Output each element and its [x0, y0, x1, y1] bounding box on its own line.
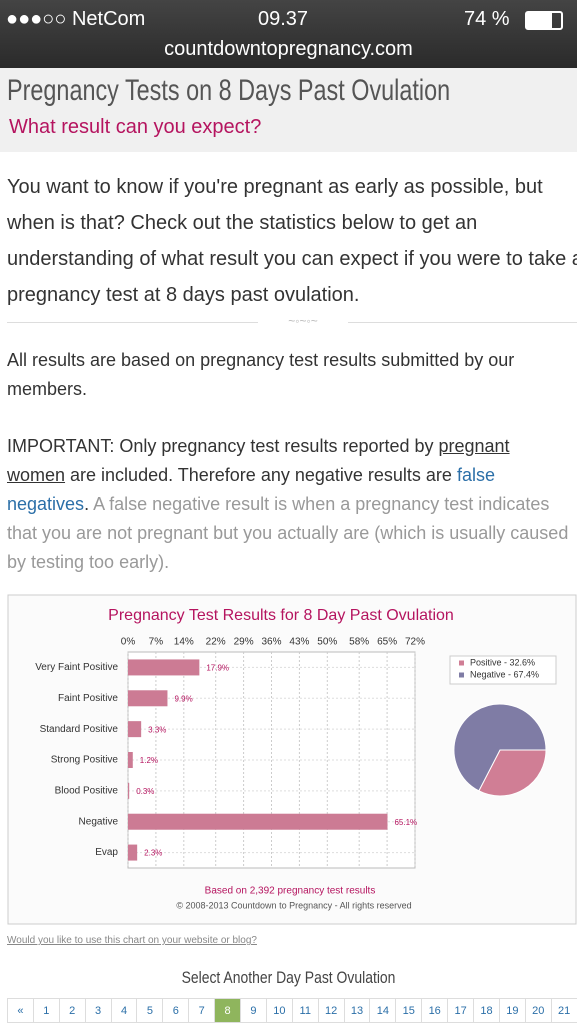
x-tick-label: 58%	[349, 637, 369, 648]
status-bar: ●●●○○ NetCom 09.37 74 % countdowntopregn…	[0, 0, 577, 68]
x-tick-label: 0%	[121, 637, 136, 648]
paragraph: All results are based on pregnancy test …	[7, 350, 515, 399]
text: IMPORTANT: Only pregnancy test results r…	[7, 436, 439, 456]
text: .	[84, 494, 94, 514]
y-tick-label: Strong Positive	[51, 755, 119, 766]
value-label: 9.9%	[174, 694, 192, 703]
bar	[128, 721, 142, 738]
value-label: 17.9%	[206, 664, 229, 673]
bar	[128, 844, 138, 861]
chart-title: Pregnancy Test Results for 8 Day Past Ov…	[108, 607, 454, 624]
text: are included. Therefore any negative res…	[65, 465, 457, 485]
y-tick-label: Standard Positive	[40, 724, 119, 735]
url-bar[interactable]: countdowntopregnancy.com	[164, 38, 413, 60]
page-title: Pregnancy Tests on 8 Days Past Ovulation	[7, 74, 451, 107]
legend-swatch	[459, 660, 464, 666]
pager: «1 2 3 4 5 6 7 8 9 10 11 12 13 14 15 16 17 18 19 20 21	[7, 998, 577, 1023]
x-tick-label: 29%	[234, 637, 254, 648]
ornament: ~◦~◦~	[258, 314, 348, 328]
chart-note: Based on 2,392 pregnancy test results	[205, 886, 376, 897]
value-label: 0.3%	[136, 787, 154, 796]
copyright: © 2008-2013 Countdown to Pregnancy - All…	[176, 900, 411, 910]
value-label: 3.3%	[148, 725, 166, 734]
legend	[449, 655, 557, 685]
y-tick-label: Faint Positive	[58, 693, 118, 704]
x-tick-label: 36%	[261, 637, 281, 648]
x-tick-label: 50%	[317, 637, 337, 648]
link[interactable]: pregnant women	[7, 436, 510, 485]
pie-slice	[453, 703, 547, 792]
y-tick-label: Negative	[79, 816, 119, 827]
page-link[interactable]: 8	[214, 998, 242, 1023]
value-label: 65.1%	[394, 818, 417, 827]
carrier-name: NetCom	[71, 8, 146, 30]
bar	[128, 752, 133, 768]
intro: You want to know if you're pregnant as e…	[7, 176, 577, 306]
value-label: 2.3%	[144, 849, 162, 858]
x-tick-label: 14%	[174, 637, 194, 648]
bar	[128, 659, 200, 676]
x-tick-label: 72%	[405, 637, 425, 648]
y-tick-label: Very Faint Positive	[35, 662, 118, 673]
note: A false negative result is when a pregna…	[7, 494, 569, 572]
battery-icon	[525, 11, 563, 30]
carrier: ●●●○○ NetCom	[6, 8, 146, 30]
pie-slice	[478, 749, 547, 797]
x-tick-label: 65%	[377, 637, 397, 648]
subtitle: What result can you expect?	[9, 116, 262, 138]
value-label: 1.2%	[140, 756, 158, 765]
important: IMPORTANT: Only pregnancy test results r…	[7, 432, 572, 577]
bar	[128, 690, 168, 707]
header	[0, 68, 577, 152]
y-tick-label: Blood Positive	[55, 785, 119, 796]
y-tick-label: Evap	[95, 847, 118, 858]
bar	[128, 782, 130, 799]
pager-title: Select Another Day Past Ovulation	[181, 968, 396, 987]
bar	[128, 813, 388, 830]
legend-label: Negative - 67.4%	[470, 669, 539, 679]
battery: 74 %	[464, 8, 510, 30]
x-tick-label: 7%	[149, 637, 164, 648]
embed-link[interactable]: Would you like to use this chart on your…	[7, 935, 257, 946]
x-tick-label: 22%	[206, 637, 226, 648]
time: 09.37	[258, 8, 309, 30]
legend-swatch	[459, 672, 464, 678]
link[interactable]: false negatives	[7, 465, 495, 514]
x-tick-label: 43%	[289, 637, 309, 648]
legend-label: Positive - 32.6%	[470, 657, 535, 667]
